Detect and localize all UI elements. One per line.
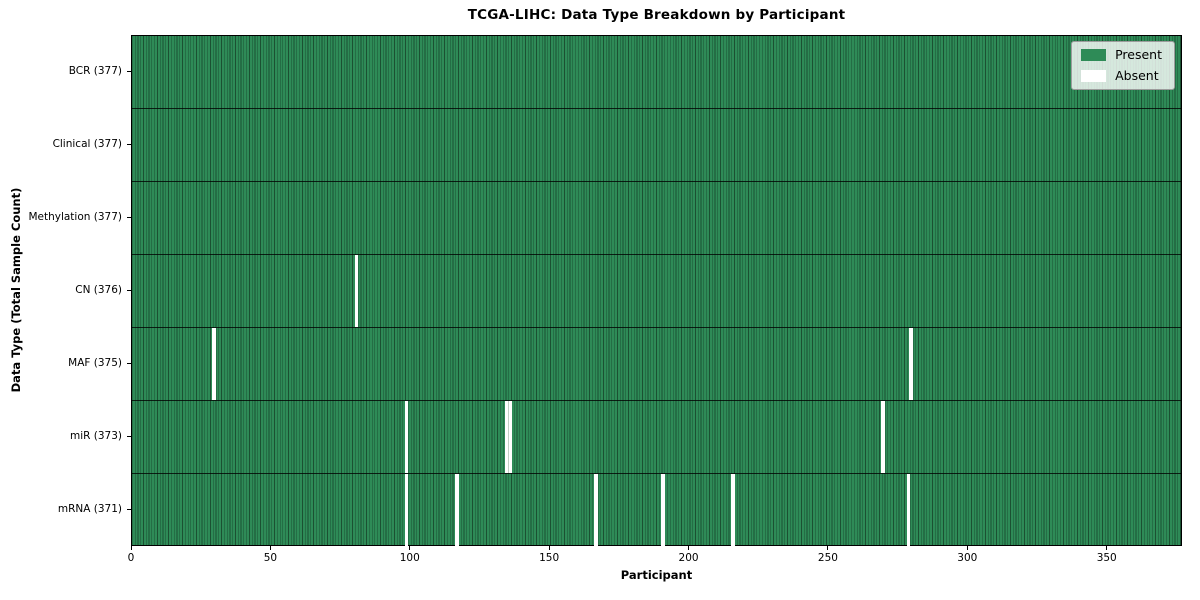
absent-cell [906, 474, 911, 547]
x-tick [827, 546, 829, 550]
x-tick [409, 546, 411, 550]
x-tick [130, 546, 132, 550]
y-tick [127, 71, 131, 72]
x-tick-label: 200 [678, 552, 699, 564]
absent-cell [404, 474, 409, 547]
heatmap-row [132, 36, 1181, 109]
absent-swatch [1081, 69, 1107, 82]
absent-cell [594, 474, 599, 547]
absent-cell [661, 474, 665, 547]
chart-title: TCGA-LIHC: Data Type Breakdown by Partic… [467, 7, 846, 23]
x-tick-label: 350 [1096, 552, 1117, 564]
x-tick-label: 0 [127, 552, 135, 564]
x-tick [688, 546, 690, 550]
x-tick-label: 300 [957, 552, 978, 564]
legend-label-present: Present [1115, 47, 1162, 62]
legend-item-present: Present [1081, 47, 1162, 62]
y-tick [127, 363, 131, 364]
y-tick [127, 290, 131, 291]
x-tick [1106, 546, 1108, 550]
absent-cell [730, 474, 735, 547]
legend-label-absent: Absent [1115, 67, 1159, 83]
absent-cell [881, 401, 886, 473]
heatmap-row [132, 328, 1181, 401]
heatmap-row [132, 401, 1181, 474]
y-tick [127, 509, 131, 510]
y-tick-label: mRNA (371) [57, 502, 122, 515]
absent-cell-divider [507, 401, 509, 473]
absent-cell [507, 401, 512, 473]
x-tick-label: 50 [263, 552, 278, 564]
absent-cell [454, 474, 459, 547]
x-axis-label: Participant [620, 568, 693, 582]
heatmap-row [132, 109, 1181, 182]
legend-item-absent: Absent [1081, 67, 1162, 83]
y-tick [127, 144, 131, 145]
absent-cell [404, 401, 409, 473]
y-tick-label: miR (373) [69, 429, 122, 442]
heatmap-row [132, 474, 1181, 547]
y-tick-label: Methylation (377) [28, 210, 122, 223]
y-tick [127, 436, 131, 437]
y-tick-label: MAF (375) [68, 356, 122, 369]
y-tick-label: CN (376) [75, 283, 122, 296]
y-tick-label: BCR (377) [68, 64, 122, 77]
absent-cell [354, 255, 359, 327]
y-tick-label: Clinical (377) [52, 137, 122, 150]
x-tick-label: 250 [817, 552, 838, 564]
heatmap-row [132, 182, 1181, 255]
heatmap-row [132, 255, 1181, 328]
absent-cell [505, 401, 509, 473]
x-tick [966, 546, 968, 550]
legend: Present Absent [1071, 41, 1175, 90]
x-tick [269, 546, 271, 550]
present-swatch [1081, 49, 1107, 62]
x-tick [548, 546, 550, 550]
y-tick [127, 217, 131, 218]
absent-cell [909, 328, 914, 400]
x-tick-label: 150 [539, 552, 560, 564]
plot-area: Present Absent [131, 35, 1182, 547]
x-tick-label: 100 [399, 552, 420, 564]
absent-cell [212, 328, 217, 400]
